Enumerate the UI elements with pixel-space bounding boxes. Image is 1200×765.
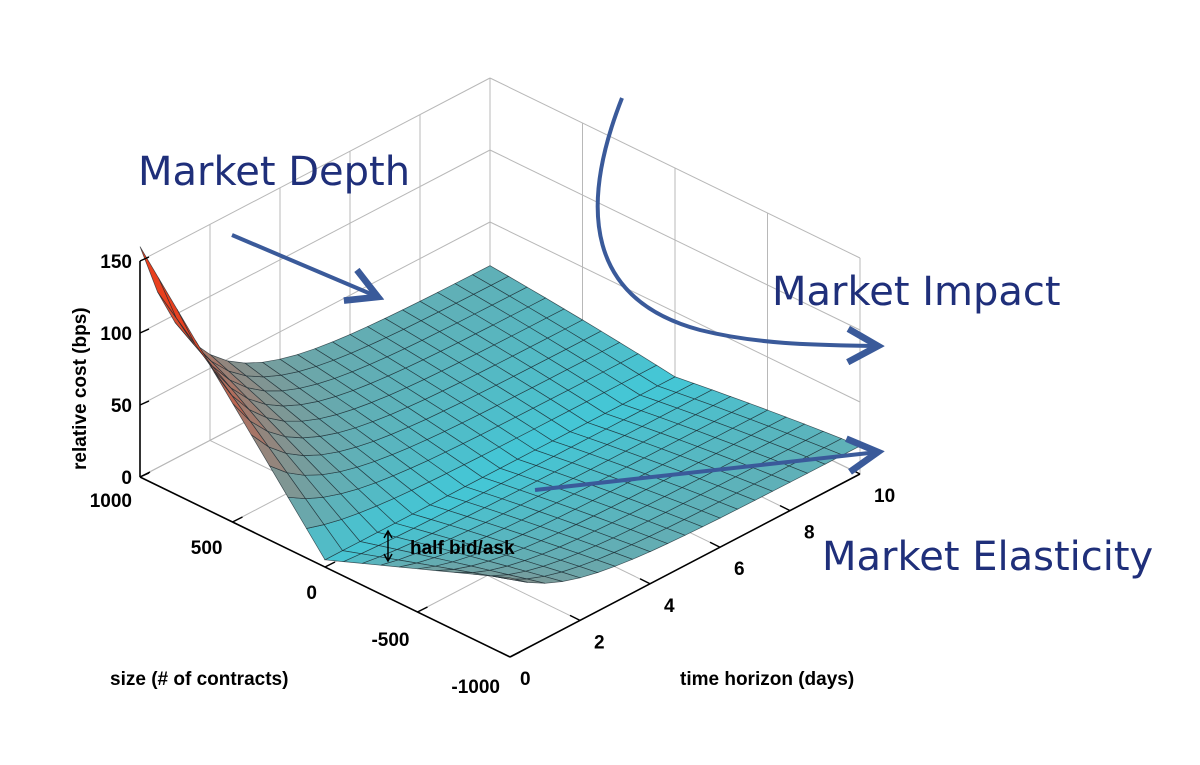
y-tick-mark bbox=[709, 541, 721, 548]
x-tick-label: -500 bbox=[371, 630, 409, 651]
x-tick-mark bbox=[232, 516, 243, 523]
x-tick-mark bbox=[509, 651, 521, 658]
y-axis-line bbox=[509, 473, 861, 658]
surface-patch bbox=[139, 246, 177, 318]
y-tick-mark bbox=[849, 468, 861, 475]
y-tick-label: 4 bbox=[664, 596, 675, 617]
grid-line bbox=[489, 149, 861, 331]
z-tick-label: 150 bbox=[100, 252, 132, 273]
grid-line bbox=[489, 77, 861, 259]
half-bid-ask-marker bbox=[383, 529, 393, 563]
x-tick-mark bbox=[324, 561, 336, 568]
y-tick-labels: 0 2 4 6 8 10 bbox=[520, 486, 895, 690]
x-tick-label: 1000 bbox=[90, 491, 132, 512]
y-tick-label: 2 bbox=[594, 632, 605, 653]
y-tick-mark bbox=[639, 578, 651, 585]
grid-line bbox=[139, 221, 491, 406]
grid-line bbox=[139, 77, 491, 262]
y-tick-label: 6 bbox=[734, 559, 745, 580]
grid-line bbox=[139, 149, 491, 334]
market-elasticity-label: Market Elasticity bbox=[822, 534, 1153, 580]
surface-patch bbox=[176, 309, 214, 370]
x-tick-mark bbox=[417, 606, 428, 613]
x-tick-mark bbox=[139, 471, 151, 478]
x-tick-label: -1000 bbox=[451, 677, 500, 698]
grid-line bbox=[489, 221, 861, 403]
y-tick-mark bbox=[499, 651, 511, 658]
z-tick-label: 100 bbox=[100, 324, 132, 345]
z-tick-labels: 0 50 100 150 bbox=[100, 252, 132, 489]
market-depth-label: Market Depth bbox=[138, 149, 410, 195]
y-tick-label: 0 bbox=[520, 669, 531, 690]
x-tick-label: 500 bbox=[191, 538, 223, 559]
y-axis-label: time horizon (days) bbox=[680, 669, 854, 690]
z-tick-mark bbox=[139, 256, 150, 262]
half-bid-ask-label: half bid/ask bbox=[410, 538, 515, 559]
y-tick-label: 10 bbox=[874, 486, 895, 507]
market-elasticity-arrow bbox=[534, 452, 878, 492]
market-impact-label: Market Impact bbox=[772, 269, 1061, 315]
x-axis-label: size (# of contracts) bbox=[110, 669, 288, 690]
y-tick-mark bbox=[779, 504, 791, 512]
surface-patch bbox=[158, 277, 195, 344]
market-impact-arrow bbox=[595, 97, 878, 346]
z-tick-label: 50 bbox=[111, 396, 132, 417]
z-tick-mark bbox=[139, 400, 150, 406]
z-axis-label: relative cost (bps) bbox=[70, 307, 91, 470]
x-tick-labels: 1000 500 0 -500 -1000 bbox=[90, 491, 500, 698]
axes bbox=[139, 256, 861, 658]
x-tick-label: 0 bbox=[306, 583, 317, 604]
cost-surface bbox=[139, 246, 861, 584]
z-tick-mark bbox=[139, 328, 150, 334]
annotation-arrows bbox=[231, 97, 878, 492]
y-tick-label: 8 bbox=[804, 523, 815, 544]
market-depth-arrow bbox=[231, 233, 378, 297]
z-tick-label: 0 bbox=[121, 468, 132, 489]
y-tick-mark bbox=[569, 614, 581, 622]
